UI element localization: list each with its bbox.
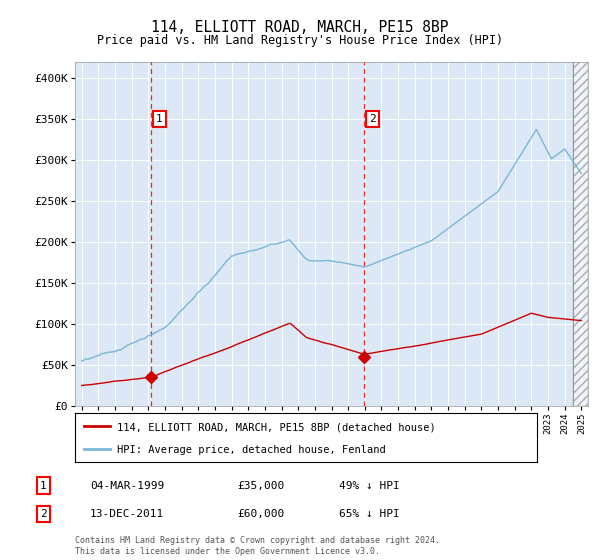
Text: 49% ↓ HPI: 49% ↓ HPI — [339, 480, 400, 491]
Text: 65% ↓ HPI: 65% ↓ HPI — [339, 509, 400, 519]
Text: £35,000: £35,000 — [237, 480, 284, 491]
Text: 114, ELLIOTT ROAD, MARCH, PE15 8BP: 114, ELLIOTT ROAD, MARCH, PE15 8BP — [151, 20, 449, 35]
Text: 114, ELLIOTT ROAD, MARCH, PE15 8BP (detached house): 114, ELLIOTT ROAD, MARCH, PE15 8BP (deta… — [116, 422, 436, 432]
Text: 13-DEC-2011: 13-DEC-2011 — [90, 509, 164, 519]
Text: 1: 1 — [156, 114, 163, 124]
Text: Contains HM Land Registry data © Crown copyright and database right 2024.
This d: Contains HM Land Registry data © Crown c… — [75, 536, 440, 556]
Text: Price paid vs. HM Land Registry's House Price Index (HPI): Price paid vs. HM Land Registry's House … — [97, 34, 503, 46]
Text: 2: 2 — [40, 509, 47, 519]
Text: 04-MAR-1999: 04-MAR-1999 — [90, 480, 164, 491]
Text: £60,000: £60,000 — [237, 509, 284, 519]
Text: 2: 2 — [369, 114, 376, 124]
Text: HPI: Average price, detached house, Fenland: HPI: Average price, detached house, Fenl… — [116, 445, 385, 455]
Text: 1: 1 — [40, 480, 47, 491]
